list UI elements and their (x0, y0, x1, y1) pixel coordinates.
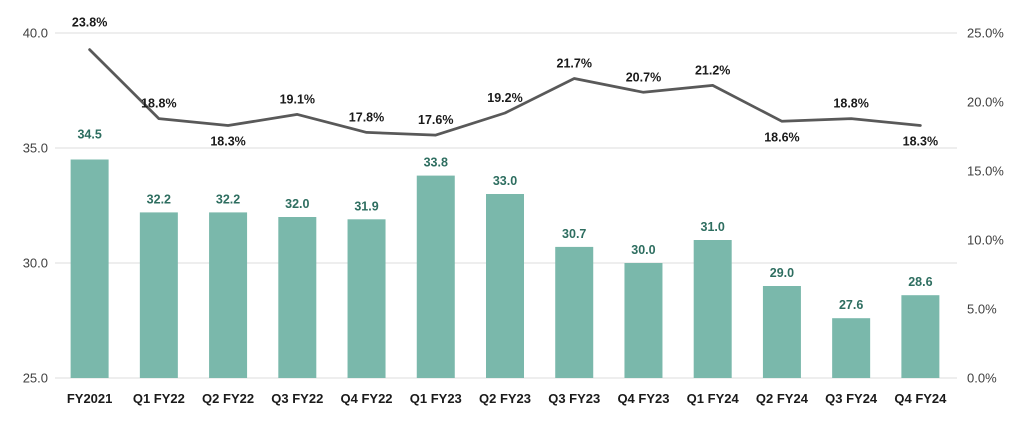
right-axis-tick-label: 0.0% (967, 371, 997, 386)
bar-value-label: 31.0 (701, 220, 725, 234)
line-point-label: 18.8% (141, 97, 176, 111)
right-axis-tick-label: 15.0% (967, 164, 1004, 179)
bar (70, 159, 109, 378)
category-label: Q2 FY23 (479, 391, 531, 406)
line-point-label: 18.8% (833, 97, 868, 111)
category-label: Q3 FY23 (548, 391, 600, 406)
bar (416, 175, 455, 378)
line-point-label: 20.7% (626, 70, 661, 84)
bar-value-label: 30.0 (631, 243, 655, 257)
bar (555, 246, 594, 378)
bar (624, 263, 663, 378)
bar (762, 286, 801, 378)
category-label: Q4 FY22 (341, 391, 393, 406)
bar-value-label: 32.2 (216, 192, 240, 206)
line-point-label: 18.3% (210, 134, 245, 148)
line-point-label: 21.7% (557, 57, 592, 71)
category-label: FY2021 (67, 391, 113, 406)
bar (693, 240, 732, 378)
category-label: Q3 FY22 (271, 391, 323, 406)
trend-line (88, 48, 922, 137)
category-label: Q1 FY23 (410, 391, 462, 406)
line-point-label: 21.2% (695, 63, 730, 77)
bar-value-label: 34.5 (77, 128, 101, 142)
bar-value-label: 33.8 (424, 156, 448, 170)
right-axis-tick-label: 20.0% (967, 95, 1004, 110)
category-label: Q1 FY24 (687, 391, 740, 406)
bar (278, 217, 317, 378)
bar (209, 212, 248, 378)
bar (347, 219, 386, 378)
bar-value-label: 32.2 (147, 192, 171, 206)
left-axis-tick-label: 40.0 (23, 26, 48, 41)
bar (486, 194, 524, 378)
bar (832, 318, 871, 378)
line-point-label: 23.8% (72, 16, 107, 30)
bar-value-label: 27.6 (839, 298, 863, 312)
line-point-label: 17.8% (349, 110, 384, 124)
category-label: Q4 FY24 (894, 391, 947, 406)
category-label: Q2 FY22 (202, 391, 254, 406)
bar-value-label: 33.0 (493, 174, 517, 188)
right-axis-tick-label: 5.0% (967, 302, 997, 317)
line-point-label: 17.6% (418, 113, 453, 127)
category-label: Q4 FY23 (617, 391, 669, 406)
left-axis-tick-label: 30.0 (23, 256, 48, 271)
category-label: Q1 FY22 (133, 391, 185, 406)
left-axis-tick-label: 25.0 (23, 371, 48, 386)
right-axis-tick-label: 25.0% (967, 26, 1004, 41)
bar-value-label: 32.0 (285, 197, 309, 211)
bar-value-label: 29.0 (770, 266, 794, 280)
left-axis-tick-label: 35.0 (23, 141, 48, 156)
category-label: Q3 FY24 (825, 391, 878, 406)
line-point-label: 19.2% (487, 91, 522, 105)
line-point-label: 19.1% (280, 92, 315, 106)
right-axis-tick-label: 10.0% (967, 233, 1004, 248)
bar-value-label: 31.9 (354, 199, 378, 213)
line-point-label: 18.3% (903, 134, 938, 148)
category-label: Q2 FY24 (756, 391, 809, 406)
bar-value-label: 28.6 (908, 275, 932, 289)
bar (901, 295, 940, 378)
bar (139, 212, 178, 378)
line-point-label: 18.6% (764, 130, 799, 144)
bar-value-label: 30.7 (562, 227, 586, 241)
